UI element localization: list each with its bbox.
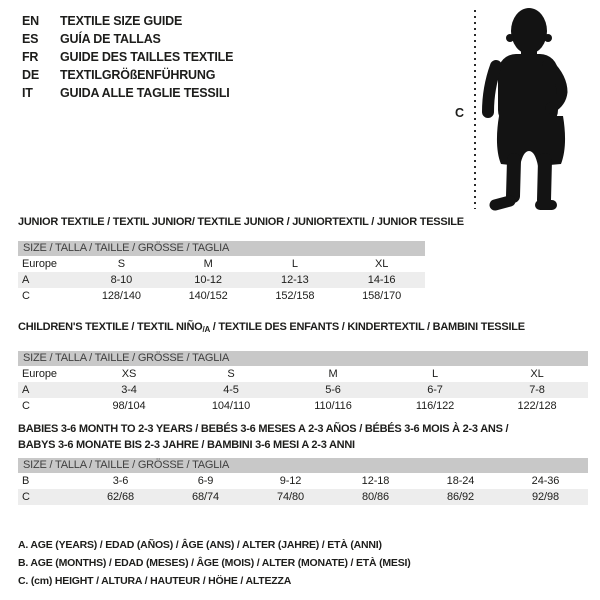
row-label: Europe [22,368,57,380]
language-row: EN TEXTILE SIZE GUIDE [22,12,233,30]
row-label: A [22,274,30,286]
table-row: C 98/104 104/110 110/116 116/122 122/128 [18,398,588,414]
age-cell: 6-7 [427,384,443,396]
height-cell: 122/128 [517,400,557,412]
size-header-bar: SIZE / TALLA / TAILLE / GRÖSSE / TAGLIA [18,351,588,366]
size-cell: XL [374,258,389,270]
height-cell: 86/92 [446,491,475,503]
guide-title: TEXTILGRÖßENFÜHRUNG [60,68,216,82]
language-code: DE [22,68,39,82]
section-title: CHILDREN'S TEXTILE / TEXTIL NIÑO/A / TEX… [18,321,588,336]
age-cell: 10-12 [194,274,222,286]
height-measure-label: C [455,106,465,120]
table-row: B 3-6 6-9 9-12 12-18 18-24 24-36 [18,473,588,489]
title-pre: CHILDREN'S TEXTILE / TEXTIL NIÑO [18,321,203,333]
size-table-section-junior: JUNIOR TEXTILE / TEXTIL JUNIOR/ TEXTILE … [18,216,464,304]
row-label: B [22,475,30,487]
table-row: Europe S M L XL [18,256,425,272]
row-label: C [22,491,30,503]
row-label: C [22,400,30,412]
age-cell: 3-4 [121,384,137,396]
height-cell: 110/116 [314,400,352,412]
height-cell: 80/86 [361,491,390,503]
height-cell: 104/110 [211,400,251,412]
title-line-2: BABYS 3-6 MONATE BIS 2-3 JAHRE / BAMBINI… [18,439,355,451]
height-cell: 128/140 [101,290,141,302]
language-code: FR [22,50,39,64]
age-cell: 5-6 [325,384,341,396]
age-cell: 12-18 [361,475,390,487]
language-code: ES [22,32,39,46]
language-row: DE TEXTILGRÖßENFÜHRUNG [22,66,233,84]
height-cell: 62/68 [106,491,135,503]
height-cell: 152/158 [275,290,315,302]
height-cell: 158/170 [362,290,402,302]
guide-title: TEXTILE SIZE GUIDE [60,14,183,28]
section-title: BABIES 3-6 MONTH TO 2-3 YEARS / BEBÉS 3-… [18,421,588,453]
size-cell: L [431,368,439,380]
age-cell: 3-6 [112,475,129,487]
guide-title: GUÍA DE TALLAS [60,32,161,46]
table-row: A 3-4 4-5 5-6 6-7 7-8 [18,382,588,398]
legend-line-b: B. AGE (MONTHS) / EDAD (MESES) / ÂGE (MO… [18,557,411,569]
section-title: JUNIOR TEXTILE / TEXTIL JUNIOR/ TEXTILE … [18,216,464,228]
table-row: C 62/68 68/74 74/80 80/86 86/92 92/98 [18,489,588,505]
language-row: ES GUÍA DE TALLAS [22,30,233,48]
age-cell: 24-36 [531,475,560,487]
age-cell: 7-8 [529,384,545,396]
size-cell: XL [530,368,544,380]
height-cell: 116/122 [415,400,455,412]
title-subscript: /A [202,325,210,334]
size-cell: M [203,258,213,270]
height-cell: 98/104 [112,400,146,412]
height-cell: 68/74 [191,491,220,503]
height-cell: 74/80 [276,491,305,503]
size-cell: XS [121,368,137,380]
baby-silhouette-icon [482,8,568,211]
row-label: A [22,384,30,396]
size-header-bar: SIZE / TALLA / TAILLE / GRÖSSE / TAGLIA [18,458,588,473]
size-table-section-children: CHILDREN'S TEXTILE / TEXTIL NIÑO/A / TEX… [18,321,588,414]
title-line-1: BABIES 3-6 MONTH TO 2-3 YEARS / BEBÉS 3-… [18,423,509,435]
title-post: / TEXTILE DES ENFANTS / KINDERTEXTIL / B… [209,321,525,333]
size-cell: S [227,368,235,380]
size-cell: L [291,258,298,270]
guide-title: GUIDA ALLE TAGLIE TESSILI [60,86,230,100]
age-cell: 9-12 [279,475,302,487]
age-cell: 4-5 [223,384,239,396]
height-cell: 92/98 [531,491,560,503]
height-cell: 140/152 [188,290,228,302]
language-title-list: EN TEXTILE SIZE GUIDE ES GUÍA DE TALLAS … [22,12,233,102]
height-measure-dotted-line [474,10,476,209]
size-header-bar: SIZE / TALLA / TAILLE / GRÖSSE / TAGLIA [18,241,425,256]
age-cell: 8-10 [110,274,133,286]
table-row: A 8-10 10-12 12-13 14-16 [18,272,425,288]
table-row: Europe XS S M L XL [18,366,588,382]
legend-line-c: C. (cm) HEIGHT / ALTURA / HAUTEUR / HÖHE… [18,575,292,587]
language-code: EN [22,14,39,28]
row-label: Europe [22,258,57,270]
language-row: IT GUIDA ALLE TAGLIE TESSILI [22,84,233,102]
age-cell: 18-24 [446,475,475,487]
age-cell: 12-13 [281,274,309,286]
size-cell: S [117,258,125,270]
language-row: FR GUIDE DES TAILLES TEXTILE [22,48,233,66]
size-cell: M [328,368,338,380]
size-table-section-babies: BABIES 3-6 MONTH TO 2-3 YEARS / BEBÉS 3-… [18,421,588,505]
table-row: C 128/140 140/152 152/158 158/170 [18,288,425,304]
measurement-legend: A. AGE (YEARS) / EDAD (AÑOS) / ÂGE (ANS)… [18,536,411,590]
age-cell: 14-16 [367,274,396,286]
row-label: C [22,290,30,302]
legend-line-a: A. AGE (YEARS) / EDAD (AÑOS) / ÂGE (ANS)… [18,539,382,551]
language-code: IT [22,86,33,100]
guide-title: GUIDE DES TAILLES TEXTILE [60,50,234,64]
age-cell: 6-9 [197,475,214,487]
